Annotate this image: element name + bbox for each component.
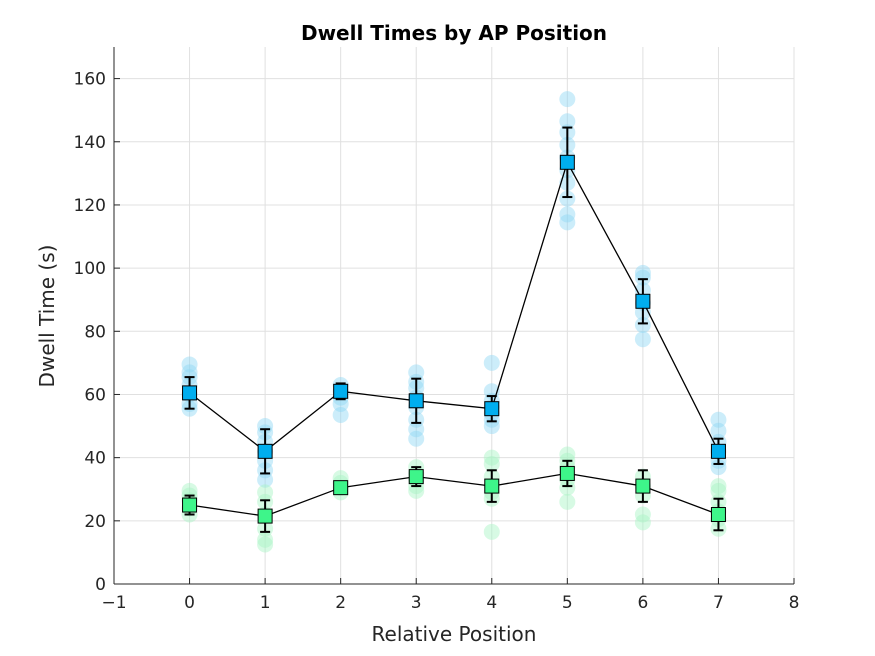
raw-data-point	[181, 356, 198, 373]
mean-marker	[182, 497, 198, 513]
y-tick-label: 160	[74, 70, 106, 90]
raw-data-point	[332, 407, 349, 424]
x-tick-label: 2	[335, 593, 346, 613]
raw-data-point	[559, 479, 576, 496]
x-tick-label: 5	[562, 593, 573, 613]
mean-line	[189, 472, 719, 517]
x-tick-label: 8	[789, 593, 800, 613]
raw-data-point	[559, 446, 576, 463]
raw-data-point	[559, 113, 576, 130]
mean-marker	[408, 393, 424, 409]
mean-marker	[257, 508, 273, 524]
chart-title: Dwell Times by AP Position	[301, 21, 607, 45]
mean-marker	[333, 383, 349, 399]
mean-marker	[710, 507, 726, 523]
raw-data-point	[710, 422, 727, 439]
raw-data-point	[634, 264, 651, 281]
raw-data-point	[634, 316, 651, 333]
raw-data-point	[257, 484, 274, 501]
raw-data-point	[634, 331, 651, 348]
raw-data-point	[634, 269, 651, 286]
raw-data-point	[257, 536, 274, 553]
mean-marker	[408, 469, 424, 485]
x-tick-label: 3	[411, 593, 422, 613]
raw-data-point	[483, 354, 500, 371]
mean-marker	[182, 385, 198, 401]
mean-marker	[257, 443, 273, 459]
raw-data-point	[408, 421, 425, 438]
y-tick-label: 0	[95, 575, 106, 595]
raw-data-point	[710, 478, 727, 495]
mean-lines	[189, 160, 719, 517]
mean-marker	[635, 293, 651, 309]
raw-data-point	[559, 206, 576, 223]
x-axis-title: Relative Position	[372, 622, 537, 646]
x-tick-label: −1	[101, 593, 126, 613]
mean-marker	[484, 401, 500, 417]
x-tick-label: 0	[184, 593, 195, 613]
raw-data-point	[257, 531, 274, 548]
y-tick-label: 60	[84, 385, 106, 405]
raw-data-point	[559, 214, 576, 231]
mean-markers	[182, 154, 726, 524]
raw-data-point	[408, 430, 425, 447]
plot-background	[114, 47, 794, 584]
y-tick-label: 100	[74, 259, 106, 279]
mean-marker	[333, 480, 349, 496]
mean-line	[189, 160, 719, 453]
y-ticks: 0 20 40 60 80 100 120 140 160	[74, 70, 120, 595]
x-ticks: −1 0 1 2 3 4 5 6 7 8	[101, 578, 799, 613]
y-tick-label: 140	[74, 133, 106, 153]
y-tick-label: 20	[84, 512, 106, 532]
y-tick-label: 120	[74, 196, 106, 216]
raw-data-point	[483, 449, 500, 466]
raw-data-point	[710, 482, 727, 499]
raw-data-point	[408, 364, 425, 381]
raw-data-point	[559, 190, 576, 207]
x-tick-label: 4	[486, 593, 497, 613]
mean-marker	[710, 443, 726, 459]
x-tick-label: 7	[713, 593, 724, 613]
mean-marker	[484, 478, 500, 494]
raw-data-point	[559, 91, 576, 108]
mean-marker	[559, 465, 575, 481]
raw-data-point	[634, 514, 651, 531]
raw-data-point	[559, 493, 576, 510]
raw-data-point	[483, 455, 500, 472]
y-tick-label: 80	[84, 322, 106, 342]
mean-marker	[635, 478, 651, 494]
raw-data-point	[257, 471, 274, 488]
raw-data-point	[483, 523, 500, 540]
raw-data-point	[710, 411, 727, 428]
mean-marker	[559, 154, 575, 170]
x-tick-label: 6	[637, 593, 648, 613]
y-tick-label: 40	[84, 449, 106, 469]
raw-data-point	[634, 506, 651, 523]
y-axis-title: Dwell Time (s)	[35, 245, 59, 388]
axes	[113, 47, 794, 585]
x-tick-label: 1	[260, 593, 271, 613]
